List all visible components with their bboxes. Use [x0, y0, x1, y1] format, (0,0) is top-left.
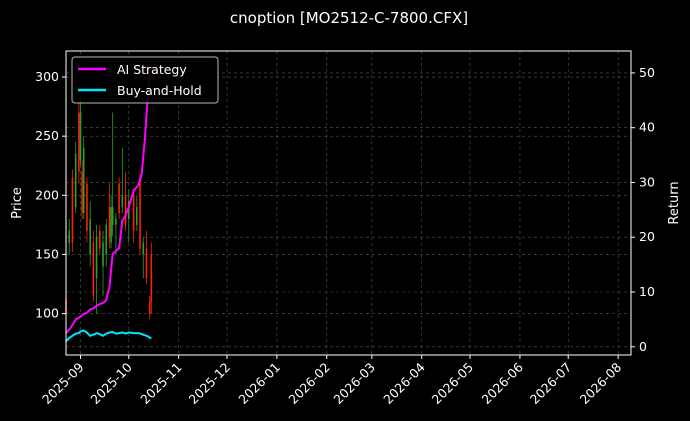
- legend-box: [71, 56, 219, 104]
- candle-body: [89, 218, 91, 255]
- candle-body: [110, 207, 112, 243]
- y2-tick-label: 0: [639, 339, 647, 354]
- y-tick-label: 300: [35, 69, 59, 84]
- candle-body: [68, 230, 71, 243]
- y2-tick-label: 50: [639, 65, 655, 80]
- return-lines: [65, 64, 153, 342]
- candle-body: [95, 236, 98, 279]
- legend-label-ai-strategy: AI Strategy: [117, 62, 187, 77]
- candle-body: [108, 207, 111, 237]
- y2-tick-label: 40: [639, 120, 655, 135]
- candle-body: [136, 207, 138, 225]
- candle-body: [78, 112, 80, 172]
- candle-body: [71, 177, 74, 243]
- y2-axis-label: Return: [667, 181, 682, 224]
- candle-body: [142, 242, 145, 255]
- candle-body: [99, 230, 101, 249]
- y-tick-label: 150: [35, 246, 59, 261]
- y2-tick-label: 20: [639, 229, 655, 244]
- y-tick-label: 250: [35, 128, 59, 143]
- candle-body: [115, 218, 117, 225]
- candle-body: [145, 248, 148, 279]
- candle-body: [81, 171, 83, 214]
- candle-body: [118, 183, 120, 214]
- candle-body: [132, 195, 135, 231]
- candle-body: [102, 242, 104, 267]
- candle-body: [124, 195, 127, 225]
- candle-body: [79, 112, 82, 160]
- y2-tick-label: 30: [639, 174, 655, 189]
- y-tick-label: 100: [35, 306, 59, 321]
- plot-frame: [65, 50, 632, 356]
- chart-title: cnoption [MO2512-C-7800.CFX]: [230, 9, 468, 27]
- candle-body: [92, 242, 95, 296]
- legend-label-buy-and-hold: Buy-and-Hold: [117, 83, 202, 98]
- candle-body: [74, 153, 77, 208]
- candle-body: [148, 301, 151, 314]
- line-buy-and-hold: [65, 329, 152, 342]
- y-tick-label: 200: [35, 187, 59, 202]
- candle-body: [121, 195, 124, 208]
- candle-body: [139, 177, 141, 249]
- candle-body: [150, 254, 153, 302]
- candle-body: [127, 201, 130, 219]
- line-ai-strategy: [65, 64, 153, 334]
- legend: AI Strategy Buy-and-Hold: [71, 56, 219, 104]
- candle-body: [105, 224, 108, 255]
- y-axis-label: Price: [10, 187, 25, 219]
- candle-body: [111, 207, 114, 225]
- candle-body: [82, 147, 85, 214]
- candle-body: [86, 183, 88, 231]
- y2-tick-label: 10: [639, 284, 655, 299]
